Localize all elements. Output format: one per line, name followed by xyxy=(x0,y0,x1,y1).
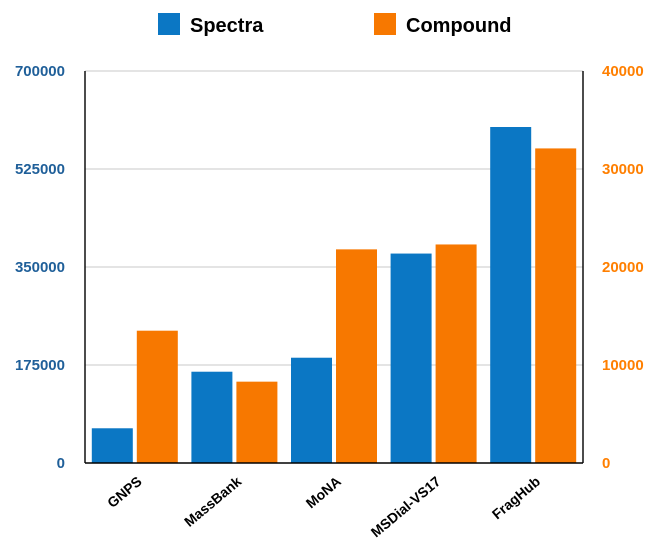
axes xyxy=(84,71,584,464)
left-tick-label: 175000 xyxy=(15,357,65,374)
category-labels: GNPS MassBank MoNA MSDial-VS17 FragHub xyxy=(104,473,543,540)
bar-compound-gnps xyxy=(136,330,178,463)
bar-spectra-msdial-vs17 xyxy=(390,253,432,463)
bar-spectra-mona xyxy=(291,357,332,463)
bar-compound-fraghub xyxy=(535,148,577,464)
bars xyxy=(91,127,577,464)
bar-compound-massbank xyxy=(236,381,278,463)
legend-swatch-compound xyxy=(374,13,396,35)
left-tick-label: 0 xyxy=(57,455,65,472)
legend: Spectra Compound xyxy=(158,13,512,37)
bar-spectra-massbank xyxy=(191,371,233,463)
bar-spectra-gnps xyxy=(91,428,133,463)
right-tick-label: 0 xyxy=(602,455,610,472)
bar-spectra-fraghub xyxy=(490,127,532,463)
right-tick-label: 10000 xyxy=(602,357,644,374)
legend-label-spectra: Spectra xyxy=(190,15,264,37)
left-tick-label: 350000 xyxy=(15,259,65,276)
category-label: MoNA xyxy=(303,473,344,511)
legend-swatch-spectra xyxy=(158,13,180,35)
right-tick-label: 40000 xyxy=(602,63,644,80)
bar-compound-msdial-vs17 xyxy=(435,244,477,463)
left-tick-label: 525000 xyxy=(15,161,65,178)
category-label: MassBank xyxy=(181,473,245,530)
right-tick-label: 20000 xyxy=(602,259,644,276)
category-label: MSDial-VS17 xyxy=(368,473,444,540)
bar-compound-mona xyxy=(336,249,377,463)
category-label: GNPS xyxy=(104,473,145,511)
tick-labels: 0 175000 350000 525000 700000 0 10000 20000 3000… xyxy=(15,63,644,472)
legend-label-compound: Compound xyxy=(406,15,512,37)
right-tick-label: 30000 xyxy=(602,161,644,178)
category-label: FragHub xyxy=(489,473,543,522)
left-tick-label: 700000 xyxy=(15,63,65,80)
